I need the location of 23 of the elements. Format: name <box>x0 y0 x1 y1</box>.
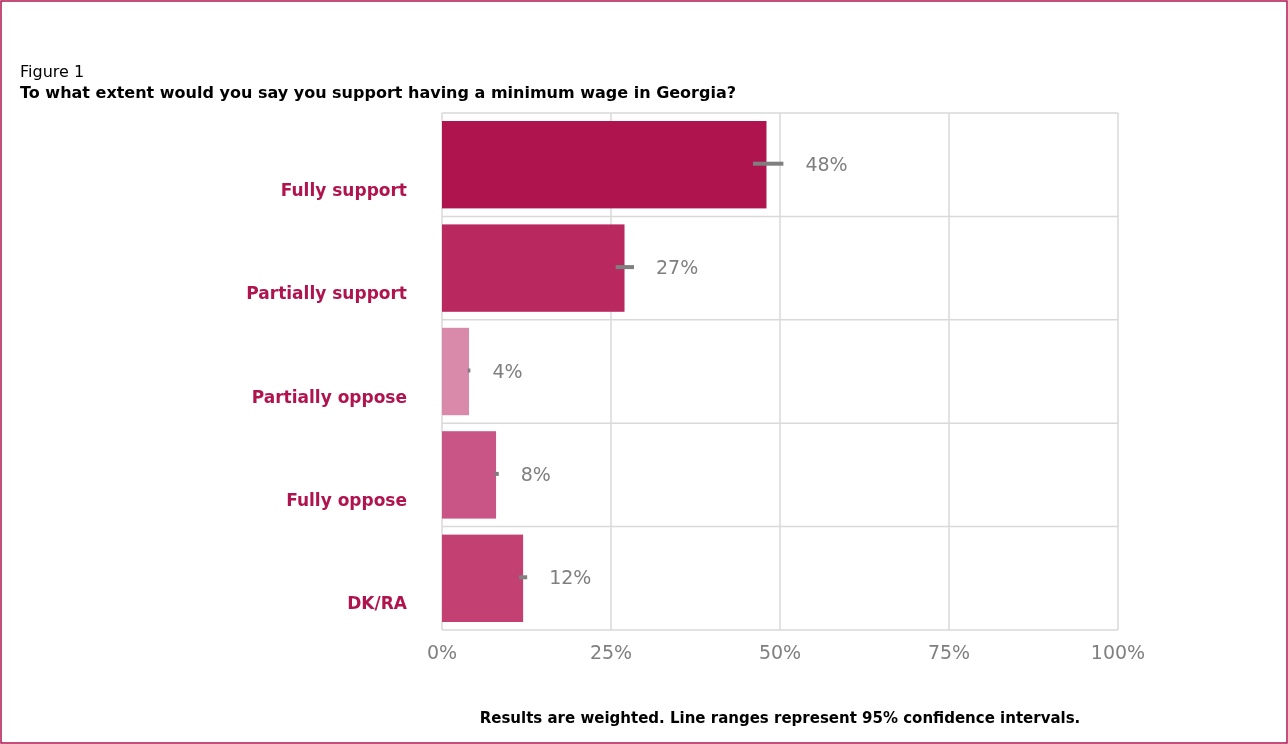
x-tick-label: 75% <box>927 641 971 663</box>
chart-subtitle: To what extent would you say you support having a minimum wage in Georgia? <box>20 83 737 102</box>
data-label: 27% <box>655 256 699 279</box>
text: Figure 1 <box>20 62 85 81</box>
y-tick-label: Partially support <box>246 283 407 304</box>
text: Results are weighted. Line ranges represent 95% confidence intervals. <box>479 709 1081 727</box>
x-tick-label: 50% <box>758 641 802 663</box>
y-tick-label: Partially oppose <box>251 386 407 407</box>
x-tick-label: 100% <box>1090 641 1146 663</box>
y-tick-label: Fully support <box>280 179 407 200</box>
bar <box>442 534 524 622</box>
x-tick-label: 0% <box>426 641 458 663</box>
x-tick-label: 25% <box>589 641 633 663</box>
y-tick-label: Fully oppose <box>286 489 407 510</box>
y-tick-label: DK/RA <box>347 593 408 614</box>
data-label: 4% <box>492 359 523 382</box>
bar <box>442 121 767 209</box>
data-label: 8% <box>520 462 551 485</box>
bar <box>442 431 497 519</box>
data-label: 12% <box>549 566 592 589</box>
bar <box>442 327 470 416</box>
bar <box>442 224 625 312</box>
data-label: 48% <box>805 152 848 175</box>
